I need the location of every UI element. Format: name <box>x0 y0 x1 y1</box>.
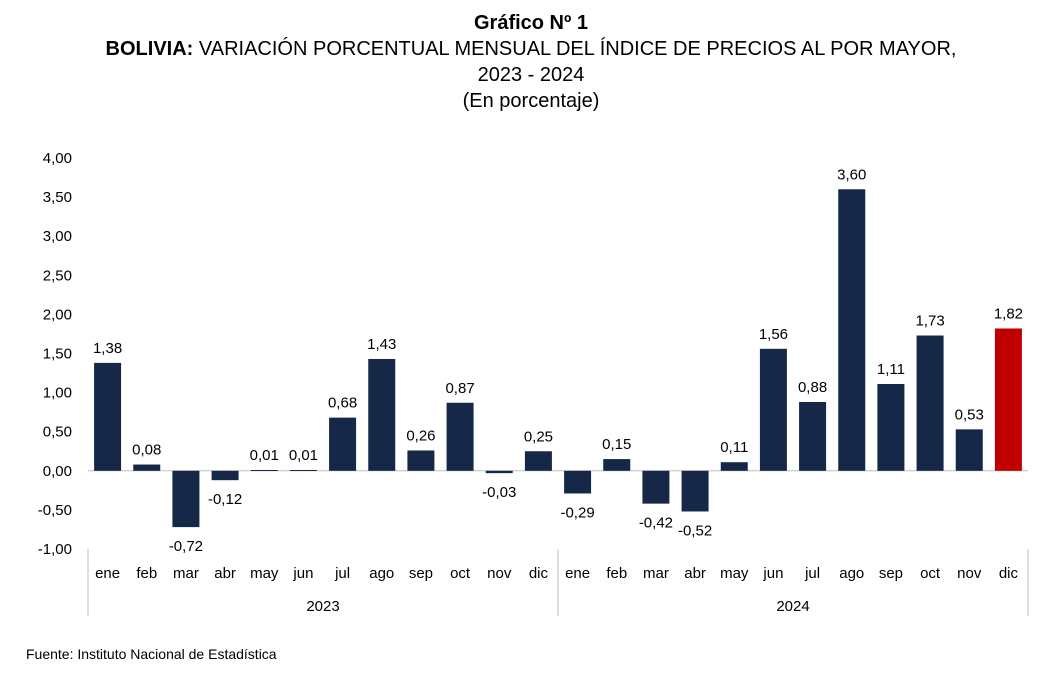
x-tick-label: feb <box>606 565 627 582</box>
x-tick-label: ago <box>369 565 394 582</box>
data-label: -0,52 <box>678 522 712 539</box>
group-label: 2023 <box>306 598 339 615</box>
x-tick-label: nov <box>487 565 512 582</box>
bar <box>955 429 983 471</box>
bar <box>211 470 239 481</box>
x-tick-label: ene <box>95 565 120 582</box>
y-tick-label: 0,50 <box>43 424 72 441</box>
data-label: -0,42 <box>639 515 673 532</box>
bar <box>681 470 709 512</box>
bar <box>407 450 435 471</box>
title-unit: (En porcentaje) <box>462 90 600 112</box>
x-tick-label: may <box>720 565 749 582</box>
bar <box>329 417 357 471</box>
bar <box>250 470 278 472</box>
data-label: 1,43 <box>367 336 396 353</box>
y-tick-label: 3,00 <box>43 228 72 245</box>
y-tick-label: 3,50 <box>43 189 72 206</box>
data-label: 0,08 <box>132 442 161 459</box>
data-label: 1,11 <box>877 361 905 378</box>
y-tick-label: 4,00 <box>43 150 72 167</box>
y-tick-label: 1,00 <box>43 385 72 402</box>
title-years: 2023 - 2024 <box>477 64 585 86</box>
y-tick-label: -1,00 <box>38 541 72 558</box>
y-tick-label: 1,50 <box>43 346 72 363</box>
x-tick-label: abr <box>214 565 236 582</box>
x-tick-label: jul <box>804 565 820 582</box>
data-label: 0,88 <box>798 379 827 396</box>
data-label: 1,56 <box>759 326 788 343</box>
y-tick-label: 0,00 <box>43 463 72 480</box>
bar <box>524 451 552 471</box>
bar-chart: -1,00 -0,50 0,00 0,50 1,00 1,50 2,00 2,50 3,00 3,… <box>38 150 1029 616</box>
bar <box>642 470 670 504</box>
x-tick-label: jul <box>334 565 350 582</box>
bar <box>564 470 592 494</box>
bar <box>720 462 748 471</box>
x-tick-label: mar <box>643 565 669 582</box>
x-tick-label: jun <box>292 565 313 582</box>
data-label: 0,68 <box>328 395 357 412</box>
bar <box>877 383 905 471</box>
bar <box>446 402 474 471</box>
x-tick-label: dic <box>529 565 549 582</box>
data-label: 0,53 <box>955 406 984 423</box>
bar <box>485 470 513 474</box>
data-label: 0,26 <box>406 427 435 444</box>
source-note: Fuente: Instituto Nacional de Estadístic… <box>26 646 277 662</box>
y-tick-label: 2,00 <box>43 306 72 323</box>
x-tick-label: sep <box>409 565 433 582</box>
chart-header: Gráfico Nº 1 BOLIVIA: VARIACIÓN PORCENTU… <box>0 10 1062 114</box>
figure-label: Gráfico Nº 1 <box>473 12 588 34</box>
x-tick-label: oct <box>920 565 941 582</box>
x-tick-label: abr <box>684 565 706 582</box>
data-label: 0,11 <box>720 439 748 456</box>
data-label: -0,03 <box>482 484 516 501</box>
bar <box>368 358 396 471</box>
group-label: 2024 <box>776 598 809 615</box>
bar <box>759 348 787 471</box>
data-label: 0,15 <box>602 436 631 453</box>
x-tick-label: oct <box>450 565 471 582</box>
data-label: -0,12 <box>208 491 242 508</box>
x-tick-label: nov <box>957 565 982 582</box>
y-tick-label: 2,50 <box>43 267 72 284</box>
data-label: 1,38 <box>93 340 122 357</box>
bar <box>994 328 1022 471</box>
title-country: BOLIVIA: <box>105 38 194 60</box>
x-tick-label: ene <box>565 565 590 582</box>
data-label: -0,72 <box>169 538 203 555</box>
bar <box>603 459 631 471</box>
data-label: 1,73 <box>915 313 944 330</box>
x-tick-label: mar <box>173 565 199 582</box>
title-text: VARIACIÓN PORCENTUAL MENSUAL DEL ÍNDICE … <box>193 38 957 60</box>
bar <box>799 401 827 471</box>
data-label: 0,01 <box>289 447 318 464</box>
x-tick-label: jun <box>762 565 783 582</box>
data-label: 0,25 <box>524 428 553 445</box>
data-label: -0,29 <box>560 504 594 521</box>
x-tick-label: sep <box>879 565 903 582</box>
bar <box>838 189 866 471</box>
data-label: 3,60 <box>837 166 866 183</box>
bar <box>133 464 161 471</box>
data-label: 0,01 <box>250 447 279 464</box>
data-label: 0,87 <box>445 380 474 397</box>
x-tick-label: ago <box>839 565 864 582</box>
bar <box>172 470 200 528</box>
x-tick-label: dic <box>999 565 1019 582</box>
bar <box>916 335 944 471</box>
bar <box>289 470 317 472</box>
y-tick-label: -0,50 <box>38 502 72 519</box>
x-tick-label: feb <box>136 565 157 582</box>
data-label: 1,82 <box>994 305 1023 322</box>
x-tick-label: may <box>250 565 279 582</box>
bar <box>94 362 122 471</box>
chart-title: BOLIVIA: VARIACIÓN PORCENTUAL MENSUAL DE… <box>0 36 1062 62</box>
